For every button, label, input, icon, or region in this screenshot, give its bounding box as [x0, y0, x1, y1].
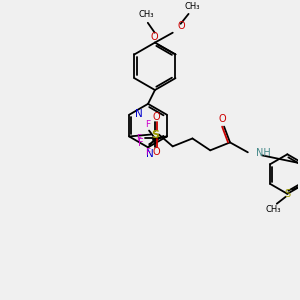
Text: CH₃: CH₃ [138, 11, 154, 20]
Text: F: F [146, 148, 151, 157]
Text: F: F [146, 120, 151, 129]
Text: F: F [136, 134, 142, 143]
Text: O: O [152, 147, 160, 157]
Text: CH₃: CH₃ [185, 2, 200, 11]
Text: S: S [151, 130, 159, 140]
Text: O: O [178, 21, 185, 31]
Text: NH: NH [256, 148, 271, 158]
Text: O: O [218, 114, 226, 124]
Text: O: O [152, 112, 160, 122]
Text: CH₃: CH₃ [265, 205, 280, 214]
Text: F: F [138, 138, 144, 148]
Text: O: O [151, 32, 158, 42]
Text: S: S [285, 189, 291, 199]
Text: N: N [146, 149, 154, 159]
Text: N: N [135, 109, 143, 119]
